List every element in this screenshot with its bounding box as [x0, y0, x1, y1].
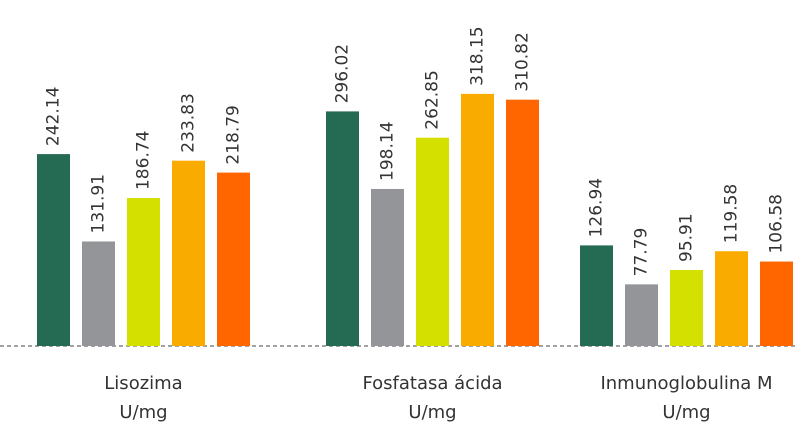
bar — [416, 137, 449, 346]
value-label: 119.58 — [722, 184, 742, 243]
value-label: 242.14 — [44, 87, 64, 146]
category-label: Lisozima — [104, 373, 182, 394]
bar — [670, 269, 703, 346]
value-label: 233.83 — [179, 93, 199, 152]
value-label: 186.74 — [134, 131, 154, 190]
bar — [371, 188, 404, 346]
value-label: 318.15 — [468, 26, 488, 85]
value-label: 126.94 — [587, 178, 607, 237]
value-label: 95.91 — [677, 213, 697, 262]
bar — [625, 284, 658, 346]
bar — [37, 154, 70, 346]
category-label: U/mg — [119, 402, 167, 423]
value-label: 77.79 — [632, 228, 652, 277]
category-label: Fosfatasa ácida — [362, 373, 502, 394]
value-label: 296.02 — [333, 44, 353, 103]
bar — [172, 160, 205, 346]
bar — [127, 198, 160, 346]
bar — [82, 241, 115, 346]
bar — [715, 251, 748, 346]
bar — [217, 172, 250, 346]
bar — [506, 99, 539, 347]
value-label: 131.91 — [89, 174, 109, 233]
bar — [580, 245, 613, 346]
value-label: 198.14 — [378, 121, 398, 180]
bar — [461, 93, 494, 347]
value-label: 262.85 — [423, 70, 443, 129]
value-label: 310.82 — [513, 32, 533, 91]
category-label: Inmunoglobulina M — [600, 373, 772, 394]
bar — [760, 261, 793, 346]
value-label: 218.79 — [224, 105, 244, 164]
category-label: U/mg — [408, 402, 456, 423]
value-label: 106.58 — [767, 194, 787, 253]
category-label: U/mg — [662, 402, 710, 423]
bar — [326, 111, 359, 347]
